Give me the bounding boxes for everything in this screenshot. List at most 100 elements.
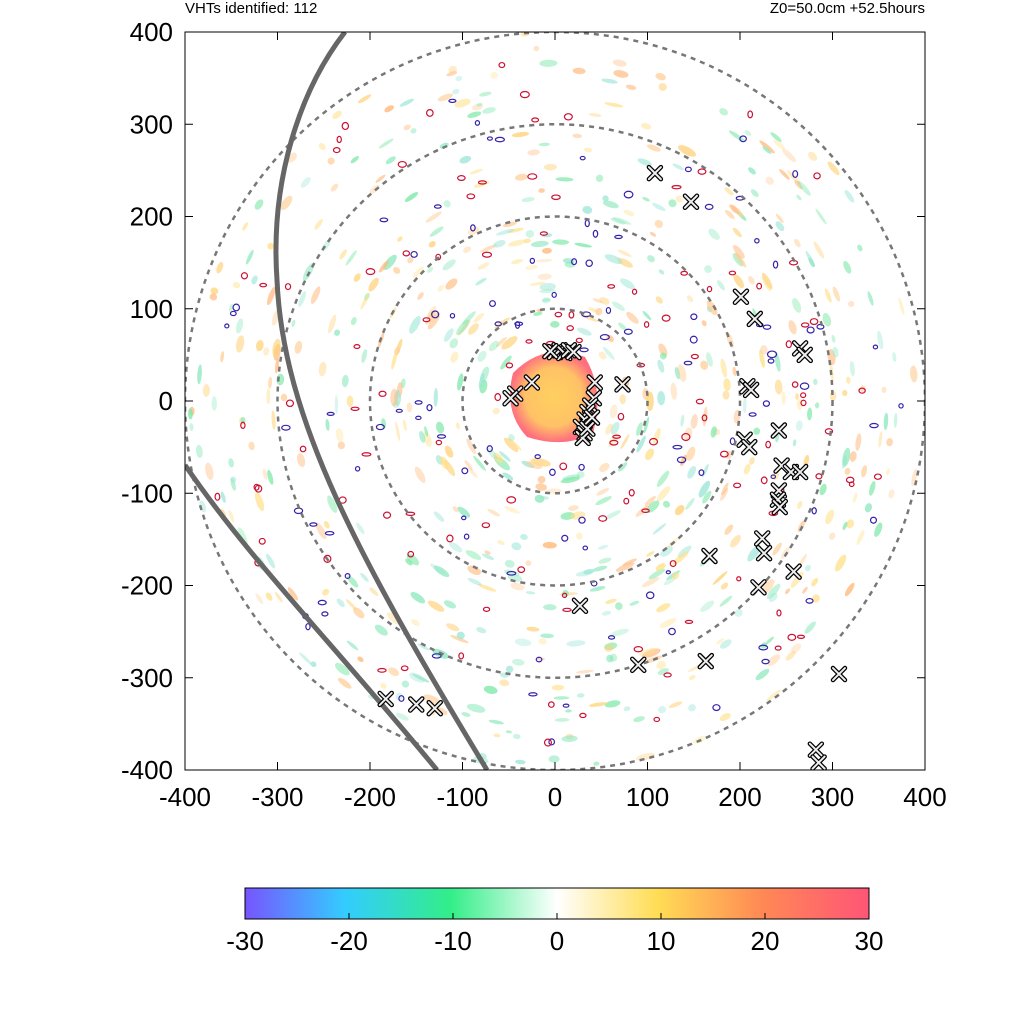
field-streak [537, 273, 552, 280]
x-tick-label: 0 [548, 782, 562, 812]
field-streak [835, 554, 847, 572]
field-streak [629, 600, 640, 606]
field-streak [254, 199, 264, 210]
vortex-contour [240, 421, 246, 429]
field-streak [574, 242, 592, 248]
vht-marker [701, 547, 718, 565]
vortex-contour [457, 175, 466, 181]
field-streak [759, 349, 765, 368]
field-streak [732, 245, 745, 259]
field-streak [315, 522, 327, 540]
field-streak [706, 300, 718, 315]
field-streak [535, 258, 553, 263]
vortex-contour [607, 284, 616, 289]
field-streak [493, 240, 506, 248]
field-streak [492, 407, 500, 415]
field-streak [467, 466, 478, 478]
vortex-contour [353, 344, 361, 350]
vortex-contour [299, 445, 307, 453]
vortex-contour [800, 322, 810, 328]
field-streak [248, 441, 255, 451]
field-streak [700, 600, 715, 612]
vortex-contour [529, 257, 536, 264]
vht-marker [741, 438, 758, 456]
vht-marker [830, 665, 848, 683]
field-streak [298, 291, 307, 307]
vortex-contour [766, 350, 778, 359]
vortex-contour [466, 193, 476, 200]
field-streak [268, 376, 273, 389]
x-tick-label: 400 [903, 782, 946, 812]
field-streak [550, 321, 560, 328]
vht-marker [646, 164, 664, 182]
field-streak [220, 351, 225, 363]
field-streak [644, 495, 656, 507]
vortex-contour [869, 516, 878, 524]
field-streak [433, 511, 445, 522]
vht-marker [750, 579, 767, 596]
field-streak [473, 455, 486, 471]
field-streak [322, 588, 330, 596]
field-streak [605, 423, 613, 435]
vht-marker-fill [585, 410, 599, 425]
vortex-contour [548, 738, 556, 746]
field-streak [469, 168, 483, 175]
vortex-contour [470, 224, 476, 232]
vortex-contour [426, 109, 434, 117]
field-streak [618, 462, 628, 472]
vortex-contour [623, 190, 634, 199]
field-streak [472, 103, 484, 111]
vortex-contour [344, 572, 351, 580]
field-streak [723, 378, 731, 392]
field-streak [280, 393, 288, 402]
field-streak [539, 59, 558, 67]
colorbar-tick-label: -30 [226, 926, 264, 956]
field-streak [477, 350, 487, 362]
field-streak [722, 390, 730, 400]
field-streak [592, 565, 608, 572]
field-streak [232, 281, 241, 289]
field-streak [612, 59, 627, 67]
vortex-contour [407, 550, 415, 558]
vortex-contour [712, 704, 721, 712]
field-streak [461, 712, 471, 717]
field-streak [657, 359, 665, 373]
field-streak [844, 582, 855, 597]
field-streak [427, 600, 445, 612]
field-streak [724, 524, 734, 535]
vortex-contour [873, 473, 882, 480]
vortex-contour [796, 634, 806, 639]
vortex-contour [547, 701, 555, 708]
field-streak [419, 430, 426, 443]
field-streak [543, 604, 557, 611]
field-streak [770, 132, 782, 142]
field-streak [511, 542, 522, 551]
vht-marker [810, 754, 827, 770]
vortex-contour [463, 533, 470, 540]
vortex-contour [898, 403, 904, 409]
vortex-contour [494, 321, 502, 327]
field-streak [395, 712, 409, 721]
vortex-contour [584, 219, 590, 228]
field-streak [395, 421, 401, 441]
field-streak [390, 388, 399, 407]
field-streak [688, 674, 696, 680]
field-streak [345, 599, 358, 611]
field-streak [610, 421, 620, 435]
field-streak [525, 264, 538, 270]
vortex-contour [848, 481, 855, 488]
vortex-contour [628, 489, 635, 497]
field-streak [874, 522, 883, 537]
field-streak [655, 73, 666, 81]
field-streak [797, 500, 803, 509]
vortex-contour [605, 306, 612, 314]
field-streak [450, 635, 469, 644]
vortex-contour [571, 258, 578, 266]
field-streak [672, 551, 689, 565]
vortex-contour [431, 310, 440, 319]
vortex-contour [341, 121, 350, 131]
vht-marker-fill [702, 548, 717, 563]
vortex-contour [706, 285, 713, 293]
field-streak [338, 677, 352, 689]
field-streak [401, 680, 410, 688]
